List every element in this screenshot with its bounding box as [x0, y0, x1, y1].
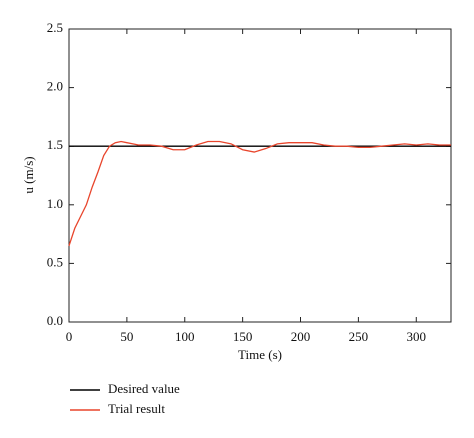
plot-frame — [68, 28, 452, 323]
y-tick-label: 2.0 — [47, 79, 63, 94]
x-tick-label: 300 — [407, 329, 427, 344]
x-tick-label: 250 — [349, 329, 369, 344]
y-tick-label: 1.0 — [47, 196, 63, 211]
legend-label: Trial result — [108, 401, 165, 416]
series-line — [68, 140, 451, 247]
y-axis-label: u (m/s) — [21, 156, 36, 193]
y-tick-label: 0.5 — [47, 254, 63, 269]
y-tick-label: 2.5 — [47, 20, 63, 35]
x-tick-label: 50 — [120, 329, 133, 344]
legend-label: Desired value — [108, 381, 180, 396]
y-tick-label: 1.5 — [47, 137, 63, 152]
x-tick-label: 100 — [175, 329, 195, 344]
x-tick-label: 150 — [233, 329, 253, 344]
y-tick-label: 0.0 — [47, 313, 63, 328]
x-tick-label: 200 — [291, 329, 311, 344]
x-axis-label: Time (s) — [238, 347, 282, 362]
x-tick-label: 0 — [66, 329, 73, 344]
